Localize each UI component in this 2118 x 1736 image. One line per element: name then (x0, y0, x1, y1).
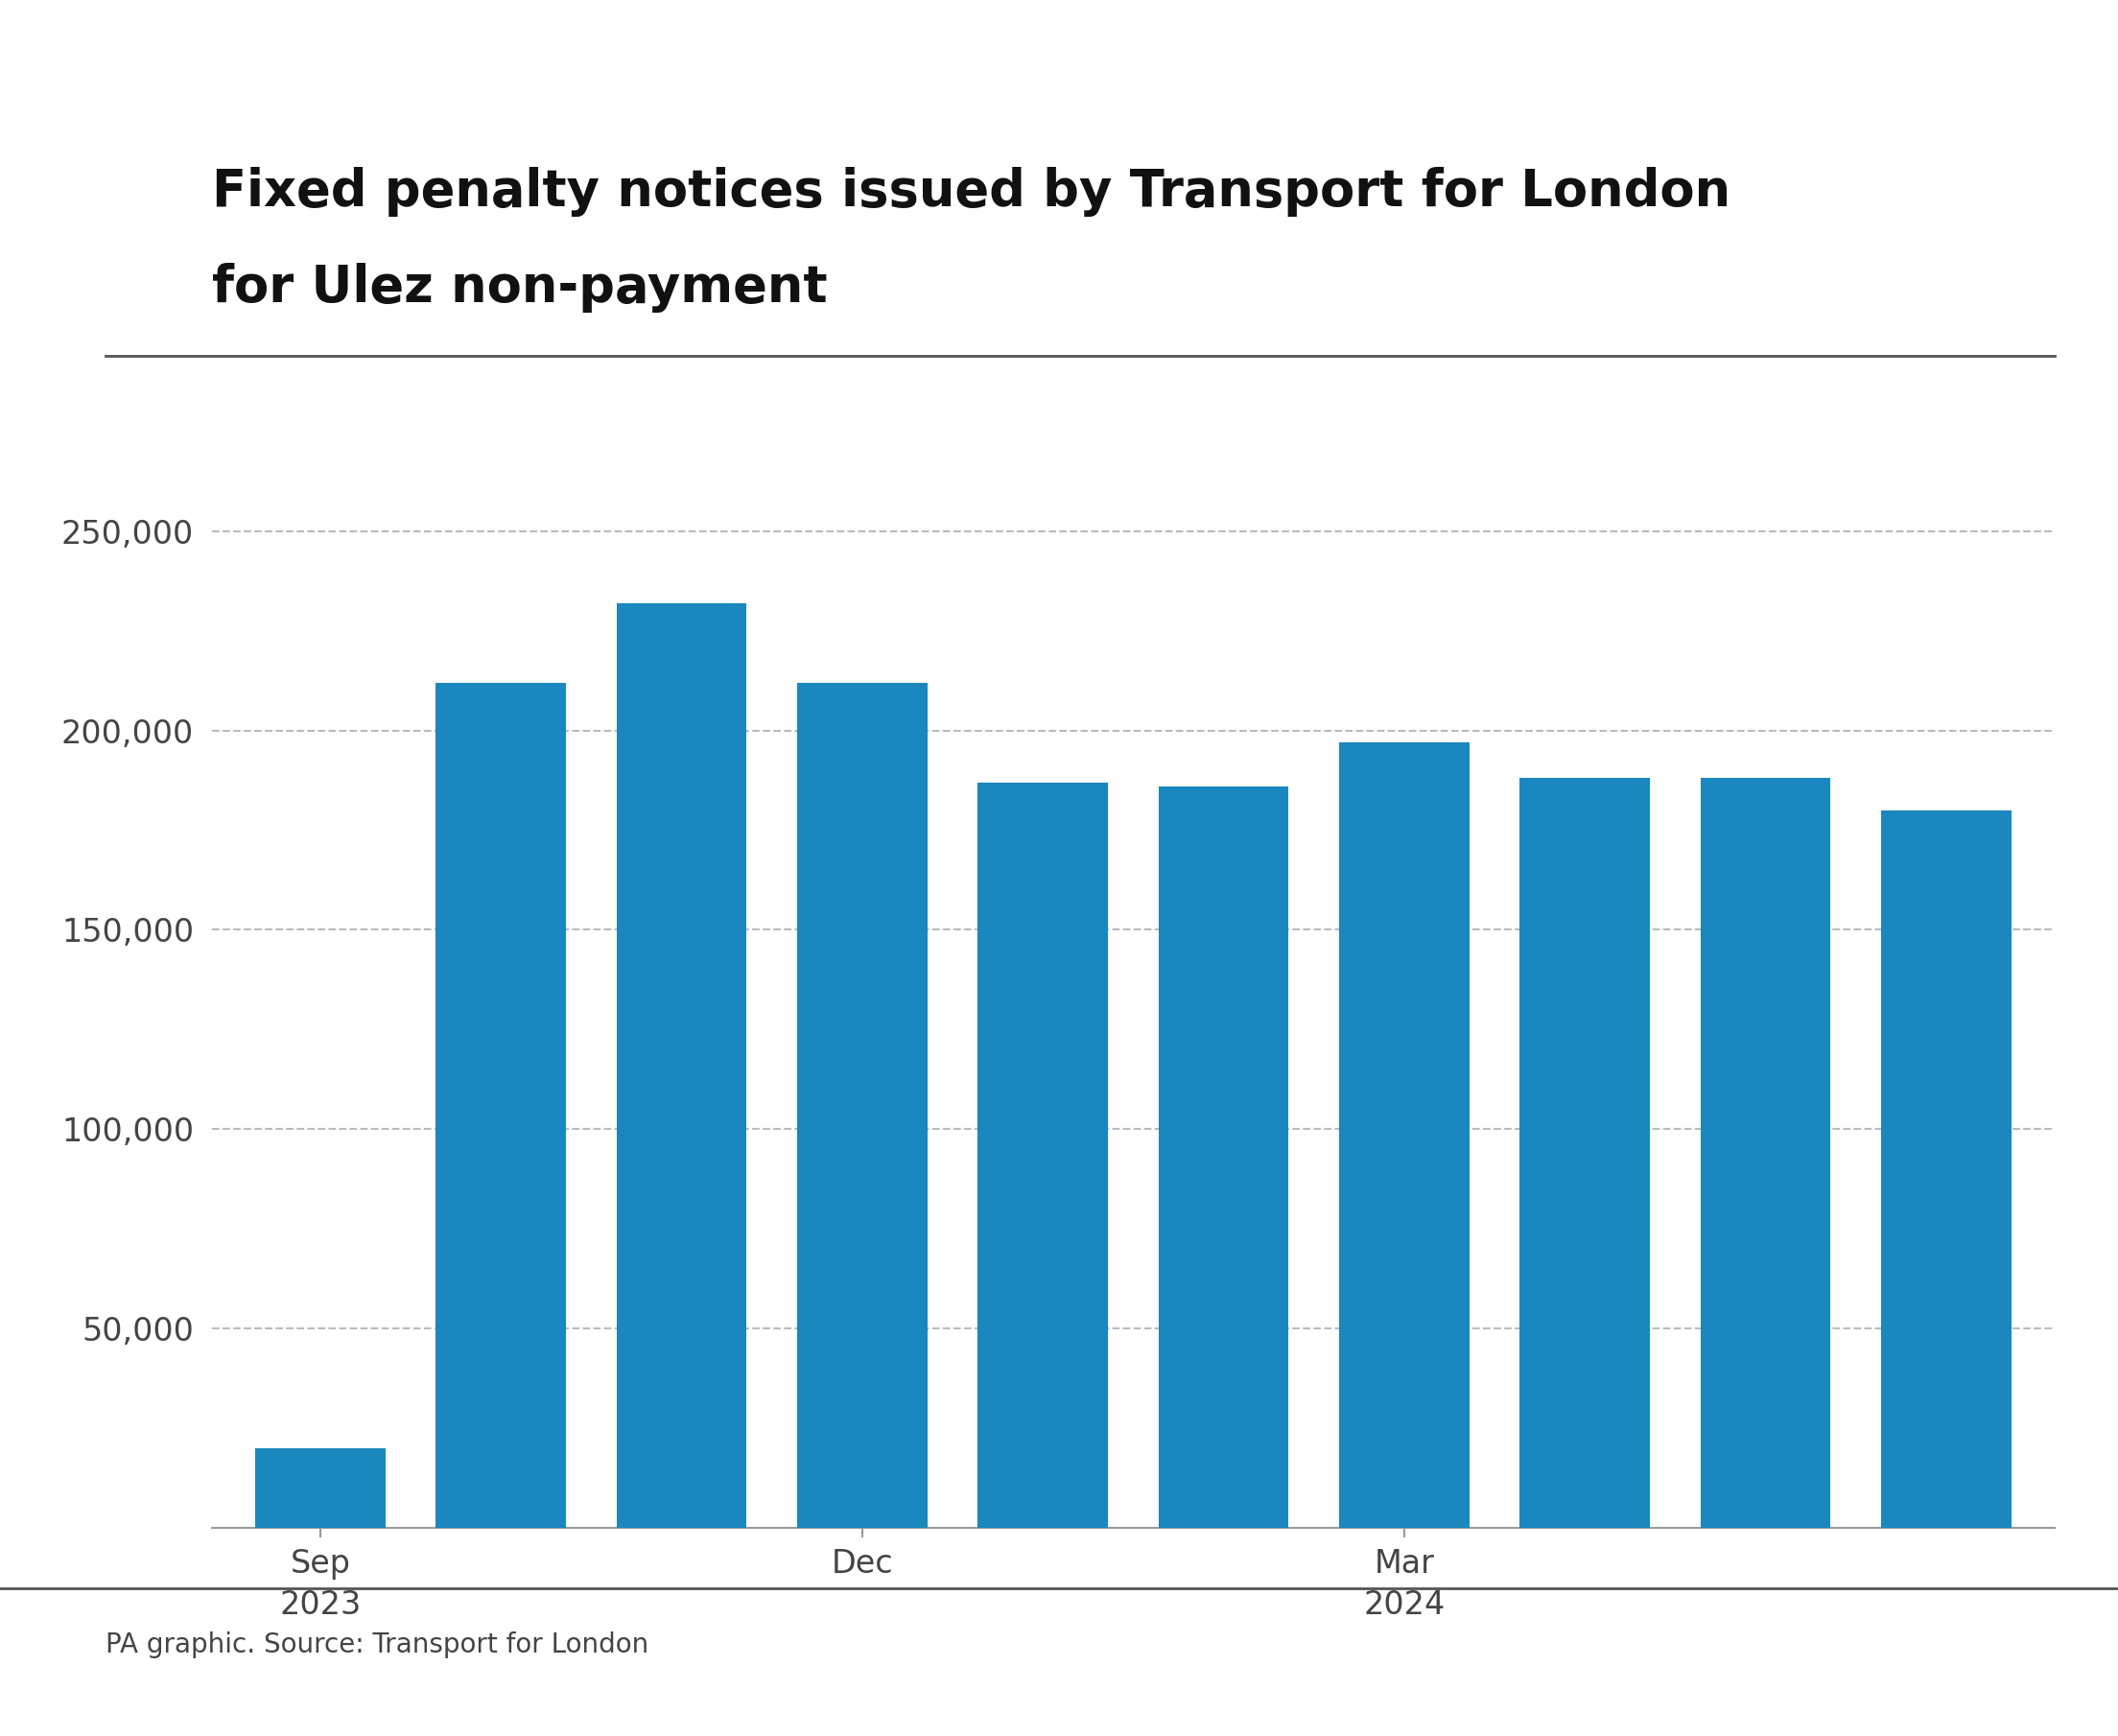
Bar (796, 682, 928, 1528)
Bar (1881, 811, 2012, 1528)
Bar (254, 1448, 385, 1528)
Text: for Ulez non-payment: for Ulez non-payment (212, 262, 828, 312)
Text: PA graphic. Source: Transport for London: PA graphic. Source: Transport for London (106, 1632, 648, 1658)
Text: Fixed penalty notices issued by Transport for London: Fixed penalty notices issued by Transpor… (212, 167, 1730, 217)
Bar (1521, 778, 1650, 1528)
Bar (1339, 743, 1470, 1528)
Bar (1159, 786, 1288, 1528)
Bar (436, 682, 566, 1528)
Bar (1701, 778, 1830, 1528)
Bar (979, 783, 1108, 1528)
Bar (616, 602, 746, 1528)
